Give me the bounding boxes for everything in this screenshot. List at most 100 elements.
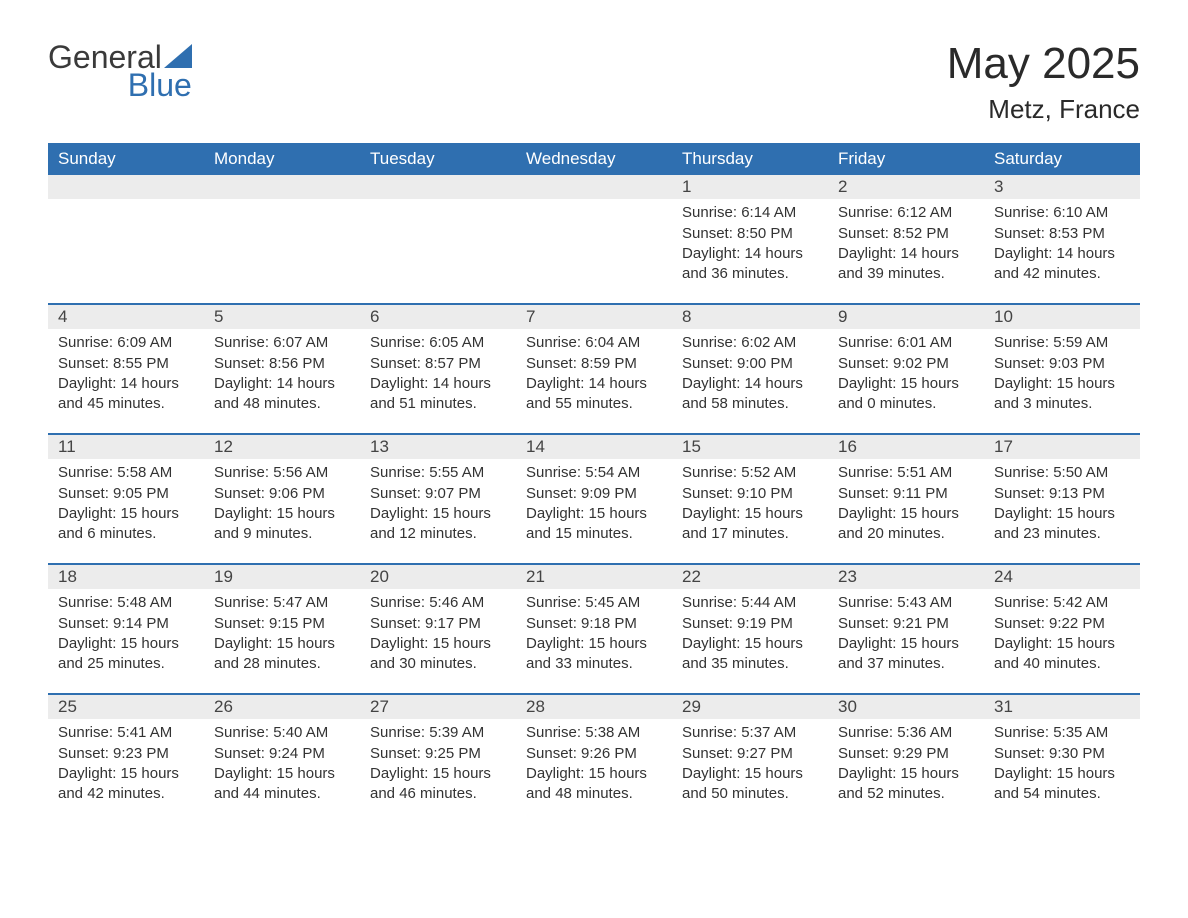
day-cell: 4Sunrise: 6:09 AMSunset: 8:55 PMDaylight… xyxy=(48,305,204,433)
daylight-text: Daylight: 15 hours and 3 minutes. xyxy=(994,374,1130,415)
sunset-text: Sunset: 8:59 PM xyxy=(526,354,662,374)
day-number: 24 xyxy=(984,565,1140,589)
sunset-text: Sunset: 8:50 PM xyxy=(682,224,818,244)
sunrise-text: Sunrise: 5:59 AM xyxy=(994,333,1130,353)
day-details: Sunrise: 6:05 AMSunset: 8:57 PMDaylight:… xyxy=(360,329,516,424)
daylight-text: Daylight: 14 hours and 55 minutes. xyxy=(526,374,662,415)
day-details: Sunrise: 5:37 AMSunset: 9:27 PMDaylight:… xyxy=(672,719,828,814)
week-row: 11Sunrise: 5:58 AMSunset: 9:05 PMDayligh… xyxy=(48,433,1140,563)
sunset-text: Sunset: 9:24 PM xyxy=(214,744,350,764)
sunset-text: Sunset: 9:10 PM xyxy=(682,484,818,504)
day-number: 14 xyxy=(516,435,672,459)
sunset-text: Sunset: 8:56 PM xyxy=(214,354,350,374)
day-cell: 9Sunrise: 6:01 AMSunset: 9:02 PMDaylight… xyxy=(828,305,984,433)
daylight-text: Daylight: 15 hours and 28 minutes. xyxy=(214,634,350,675)
sunset-text: Sunset: 9:22 PM xyxy=(994,614,1130,634)
weekday-header: Thursday xyxy=(672,143,828,175)
day-details: Sunrise: 5:44 AMSunset: 9:19 PMDaylight:… xyxy=(672,589,828,684)
day-cell: 27Sunrise: 5:39 AMSunset: 9:25 PMDayligh… xyxy=(360,695,516,823)
daylight-text: Daylight: 15 hours and 30 minutes. xyxy=(370,634,506,675)
sunset-text: Sunset: 9:09 PM xyxy=(526,484,662,504)
day-number: 30 xyxy=(828,695,984,719)
day-cell: 18Sunrise: 5:48 AMSunset: 9:14 PMDayligh… xyxy=(48,565,204,693)
daylight-text: Daylight: 15 hours and 44 minutes. xyxy=(214,764,350,805)
day-cell: 17Sunrise: 5:50 AMSunset: 9:13 PMDayligh… xyxy=(984,435,1140,563)
weekday-header: Sunday xyxy=(48,143,204,175)
sunrise-text: Sunrise: 5:58 AM xyxy=(58,463,194,483)
day-number: 12 xyxy=(204,435,360,459)
day-number: 11 xyxy=(48,435,204,459)
daylight-text: Daylight: 15 hours and 40 minutes. xyxy=(994,634,1130,675)
day-cell: 25Sunrise: 5:41 AMSunset: 9:23 PMDayligh… xyxy=(48,695,204,823)
sunrise-text: Sunrise: 5:35 AM xyxy=(994,723,1130,743)
day-number: 18 xyxy=(48,565,204,589)
day-cell: 28Sunrise: 5:38 AMSunset: 9:26 PMDayligh… xyxy=(516,695,672,823)
day-number: 1 xyxy=(672,175,828,199)
day-details: Sunrise: 5:46 AMSunset: 9:17 PMDaylight:… xyxy=(360,589,516,684)
weekday-header: Wednesday xyxy=(516,143,672,175)
sunrise-text: Sunrise: 6:01 AM xyxy=(838,333,974,353)
day-cell: 5Sunrise: 6:07 AMSunset: 8:56 PMDaylight… xyxy=(204,305,360,433)
weekday-header-row: SundayMondayTuesdayWednesdayThursdayFrid… xyxy=(48,143,1140,175)
sunrise-text: Sunrise: 6:12 AM xyxy=(838,203,974,223)
sunrise-text: Sunrise: 5:48 AM xyxy=(58,593,194,613)
sunrise-text: Sunrise: 5:44 AM xyxy=(682,593,818,613)
day-number: 19 xyxy=(204,565,360,589)
week-row: 4Sunrise: 6:09 AMSunset: 8:55 PMDaylight… xyxy=(48,303,1140,433)
weekday-header: Friday xyxy=(828,143,984,175)
daylight-text: Daylight: 14 hours and 58 minutes. xyxy=(682,374,818,415)
sunset-text: Sunset: 9:07 PM xyxy=(370,484,506,504)
sunset-text: Sunset: 9:00 PM xyxy=(682,354,818,374)
daylight-text: Daylight: 15 hours and 20 minutes. xyxy=(838,504,974,545)
day-number: 16 xyxy=(828,435,984,459)
day-cell: 23Sunrise: 5:43 AMSunset: 9:21 PMDayligh… xyxy=(828,565,984,693)
day-details: Sunrise: 6:04 AMSunset: 8:59 PMDaylight:… xyxy=(516,329,672,424)
day-number: 7 xyxy=(516,305,672,329)
daylight-text: Daylight: 15 hours and 33 minutes. xyxy=(526,634,662,675)
day-cell: 7Sunrise: 6:04 AMSunset: 8:59 PMDaylight… xyxy=(516,305,672,433)
daylight-text: Daylight: 15 hours and 42 minutes. xyxy=(58,764,194,805)
sunrise-text: Sunrise: 5:50 AM xyxy=(994,463,1130,483)
day-cell: 21Sunrise: 5:45 AMSunset: 9:18 PMDayligh… xyxy=(516,565,672,693)
month-title: May 2025 xyxy=(947,40,1140,88)
day-cell xyxy=(48,175,204,303)
day-cell: 3Sunrise: 6:10 AMSunset: 8:53 PMDaylight… xyxy=(984,175,1140,303)
day-details: Sunrise: 5:50 AMSunset: 9:13 PMDaylight:… xyxy=(984,459,1140,554)
day-cell xyxy=(204,175,360,303)
daylight-text: Daylight: 14 hours and 48 minutes. xyxy=(214,374,350,415)
daylight-text: Daylight: 15 hours and 54 minutes. xyxy=(994,764,1130,805)
day-cell: 31Sunrise: 5:35 AMSunset: 9:30 PMDayligh… xyxy=(984,695,1140,823)
day-details: Sunrise: 6:14 AMSunset: 8:50 PMDaylight:… xyxy=(672,199,828,294)
week-row: 1Sunrise: 6:14 AMSunset: 8:50 PMDaylight… xyxy=(48,175,1140,303)
day-number xyxy=(516,175,672,199)
day-details: Sunrise: 5:55 AMSunset: 9:07 PMDaylight:… xyxy=(360,459,516,554)
sunrise-text: Sunrise: 5:55 AM xyxy=(370,463,506,483)
sunset-text: Sunset: 9:15 PM xyxy=(214,614,350,634)
sunrise-text: Sunrise: 6:10 AM xyxy=(994,203,1130,223)
sunset-text: Sunset: 8:57 PM xyxy=(370,354,506,374)
sunset-text: Sunset: 9:23 PM xyxy=(58,744,194,764)
daylight-text: Daylight: 15 hours and 9 minutes. xyxy=(214,504,350,545)
day-cell: 11Sunrise: 5:58 AMSunset: 9:05 PMDayligh… xyxy=(48,435,204,563)
sunrise-text: Sunrise: 5:52 AM xyxy=(682,463,818,483)
location: Metz, France xyxy=(947,94,1140,125)
day-cell xyxy=(516,175,672,303)
sunrise-text: Sunrise: 5:46 AM xyxy=(370,593,506,613)
sunrise-text: Sunrise: 5:45 AM xyxy=(526,593,662,613)
sunrise-text: Sunrise: 6:05 AM xyxy=(370,333,506,353)
day-details: Sunrise: 5:59 AMSunset: 9:03 PMDaylight:… xyxy=(984,329,1140,424)
day-number: 25 xyxy=(48,695,204,719)
sunset-text: Sunset: 9:29 PM xyxy=(838,744,974,764)
day-details: Sunrise: 5:48 AMSunset: 9:14 PMDaylight:… xyxy=(48,589,204,684)
day-cell: 10Sunrise: 5:59 AMSunset: 9:03 PMDayligh… xyxy=(984,305,1140,433)
sunrise-text: Sunrise: 6:04 AM xyxy=(526,333,662,353)
daylight-text: Daylight: 14 hours and 51 minutes. xyxy=(370,374,506,415)
day-details: Sunrise: 5:42 AMSunset: 9:22 PMDaylight:… xyxy=(984,589,1140,684)
day-details: Sunrise: 5:36 AMSunset: 9:29 PMDaylight:… xyxy=(828,719,984,814)
triangle-icon xyxy=(164,44,192,68)
day-details: Sunrise: 6:10 AMSunset: 8:53 PMDaylight:… xyxy=(984,199,1140,294)
daylight-text: Daylight: 15 hours and 50 minutes. xyxy=(682,764,818,805)
day-cell: 6Sunrise: 6:05 AMSunset: 8:57 PMDaylight… xyxy=(360,305,516,433)
day-details: Sunrise: 5:56 AMSunset: 9:06 PMDaylight:… xyxy=(204,459,360,554)
sunrise-text: Sunrise: 5:38 AM xyxy=(526,723,662,743)
